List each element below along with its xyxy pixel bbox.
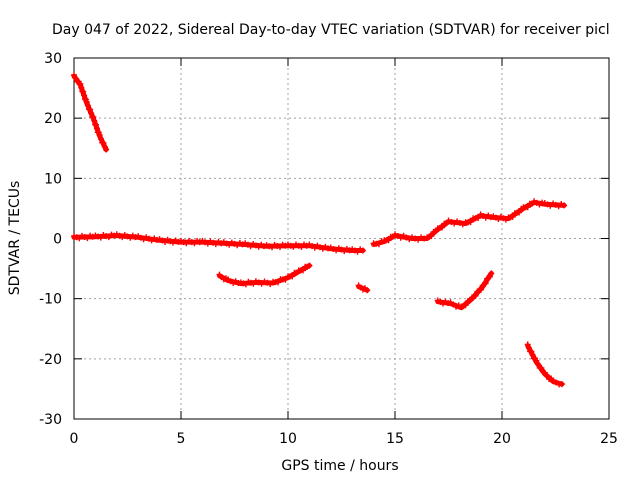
data-point xyxy=(300,267,306,274)
data-point xyxy=(93,125,100,132)
data-point xyxy=(482,280,489,287)
data-point xyxy=(306,262,313,269)
data-point xyxy=(359,247,366,254)
data-point xyxy=(103,233,110,240)
y-tick-label: -30 xyxy=(39,412,62,428)
data-point xyxy=(528,348,535,355)
data-point xyxy=(289,273,296,280)
data-point xyxy=(524,341,531,348)
y-tick-label: 20 xyxy=(44,111,62,127)
series-track-3 xyxy=(216,262,313,288)
data-point xyxy=(525,344,532,351)
data-point xyxy=(516,209,523,216)
data-point xyxy=(541,369,548,376)
data-point xyxy=(467,219,474,226)
x-tick-label: 25 xyxy=(600,431,618,447)
data-point xyxy=(275,279,281,286)
data-point xyxy=(475,215,482,222)
data-point xyxy=(90,114,97,120)
data-point xyxy=(103,146,110,153)
y-tick-label: 0 xyxy=(53,232,62,248)
data-point xyxy=(543,372,550,379)
y-tick-label: 30 xyxy=(44,51,62,67)
data-point xyxy=(409,234,416,241)
data-point xyxy=(153,236,160,243)
y-axis-title: SDTVAR / TECUs xyxy=(7,181,23,296)
series-track-5 xyxy=(370,198,568,248)
data-point xyxy=(77,80,84,87)
x-axis-title: GPS time / hours xyxy=(281,458,398,474)
y-tick-label: -10 xyxy=(39,292,62,308)
data-point xyxy=(364,287,371,294)
x-tick-label: 15 xyxy=(386,431,404,447)
data-point xyxy=(100,140,107,146)
series-track-7 xyxy=(524,341,565,388)
data-point xyxy=(83,98,90,105)
y-tick-label: 10 xyxy=(44,171,62,187)
x-tick-label: 5 xyxy=(177,431,186,447)
data-point xyxy=(478,286,484,293)
data-point xyxy=(558,381,565,388)
data-point xyxy=(96,132,103,138)
data-point xyxy=(439,224,446,231)
data-point xyxy=(486,273,493,280)
data-point xyxy=(462,302,469,309)
data-point xyxy=(87,106,94,113)
data-series xyxy=(71,71,568,388)
data-point xyxy=(84,102,91,109)
data-point xyxy=(533,357,540,364)
data-point xyxy=(535,361,541,368)
series-track-4 xyxy=(355,282,371,294)
data-point xyxy=(509,213,516,220)
data-point xyxy=(78,84,85,91)
axis-ticks: 0 5 10 15 20 25 -30 -20 -10 0 10 20 30 xyxy=(39,51,618,447)
chart-title: Day 047 of 2022, Sidereal Day-to-day VTE… xyxy=(52,22,610,38)
data-point xyxy=(88,110,95,117)
series-track-6 xyxy=(434,270,495,311)
data-point xyxy=(95,233,102,240)
data-point xyxy=(428,233,435,240)
data-point xyxy=(71,71,77,78)
x-tick-label: 20 xyxy=(493,431,511,447)
data-point xyxy=(412,235,419,242)
data-point xyxy=(80,88,87,95)
series-track-2 xyxy=(71,231,366,255)
y-tick-label: -20 xyxy=(39,352,62,368)
data-point xyxy=(538,364,545,371)
data-point xyxy=(421,235,428,242)
data-point xyxy=(81,234,88,240)
x-tick-label: 10 xyxy=(279,431,297,447)
x-tick-label: 0 xyxy=(70,431,79,447)
data-point xyxy=(488,270,495,277)
data-point xyxy=(529,351,536,358)
data-point xyxy=(524,204,531,211)
data-point xyxy=(561,202,568,209)
grid-lines xyxy=(74,58,609,419)
data-point xyxy=(282,276,289,283)
data-point xyxy=(72,75,79,82)
data-point xyxy=(81,92,88,99)
data-point xyxy=(98,135,104,142)
data-point xyxy=(375,241,382,248)
data-point xyxy=(472,292,479,299)
data-point xyxy=(93,121,99,128)
data-point xyxy=(91,117,98,124)
data-point xyxy=(385,237,392,244)
series-track-1 xyxy=(71,71,110,153)
data-point xyxy=(418,234,425,241)
